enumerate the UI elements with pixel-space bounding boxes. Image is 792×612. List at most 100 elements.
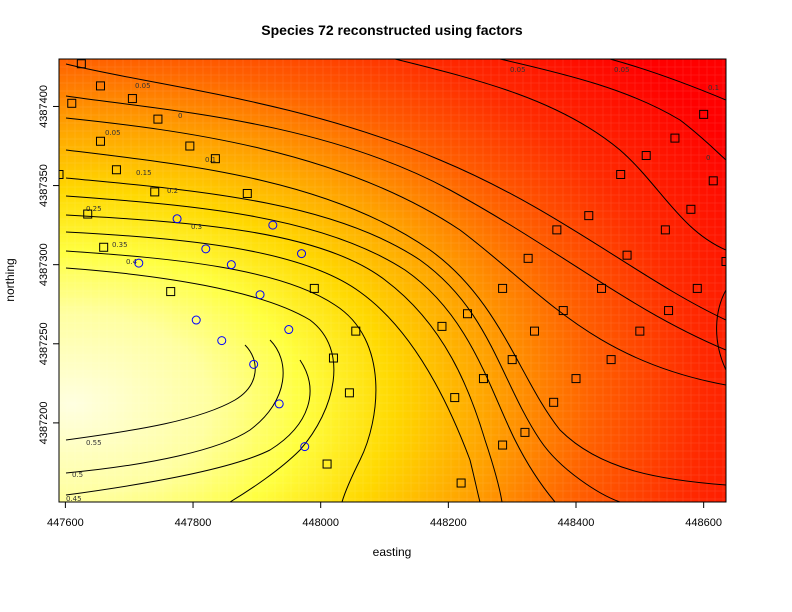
square-point (571, 374, 581, 384)
square-point (478, 374, 488, 384)
square-point (692, 283, 702, 293)
contour-label: 0.5 (72, 471, 83, 479)
square-point (606, 355, 616, 365)
contour-line (65, 344, 256, 441)
circle-point (134, 258, 144, 268)
circle-point (201, 244, 211, 254)
contour-line (65, 231, 481, 502)
y-tick-label: 4387200 (38, 401, 50, 444)
contour-label: 0.1 (205, 156, 216, 164)
circle-point (297, 249, 307, 259)
square-point (549, 397, 559, 407)
square-point (721, 257, 726, 267)
chart-title: Species 72 reconstructed using factors (261, 22, 523, 38)
plot-frame (58, 58, 727, 503)
contour-label: 0 (706, 154, 710, 162)
square-point (437, 321, 447, 331)
y-axis: 4387200 4387250 4387300 4387350 4387400 (38, 85, 59, 444)
square-markers (59, 59, 726, 488)
square-point (185, 141, 195, 151)
square-point (322, 459, 332, 469)
square-point (708, 176, 718, 186)
square-point (622, 250, 632, 260)
contour-line (65, 149, 726, 486)
contour-line (65, 250, 377, 502)
contour-labels: 0.05 0.05 0 0.1 0.15 0.2 0.25 0.3 0.35 0… (66, 66, 719, 503)
contour-line (499, 59, 726, 161)
contour-lines (65, 59, 726, 502)
contour-label: 0.35 (112, 241, 128, 249)
square-point (641, 151, 651, 161)
contour-label: 0.2 (167, 187, 178, 195)
circle-point (284, 325, 294, 335)
square-point (153, 114, 163, 124)
contour-label: 0.05 (614, 66, 630, 74)
square-point (670, 133, 680, 143)
contour-label: 0.45 (66, 495, 82, 503)
square-point (660, 225, 670, 235)
contour-label: 0.05 (105, 129, 121, 137)
square-point (83, 209, 93, 219)
square-point (552, 225, 562, 235)
square-point (242, 188, 252, 198)
square-point (635, 326, 645, 336)
contour-line (65, 339, 284, 474)
heatmap-surface (59, 59, 726, 502)
square-point (76, 59, 86, 69)
square-point (99, 242, 109, 252)
square-point (309, 283, 319, 293)
circle-markers (134, 214, 310, 452)
contour-line (394, 59, 726, 251)
contour-line (65, 195, 556, 502)
contour-line (65, 214, 503, 502)
square-point (498, 283, 508, 293)
square-point (498, 440, 508, 450)
contour-label: 0.1 (708, 84, 719, 92)
contour-label: 0.55 (86, 439, 102, 447)
x-axis-label: easting (373, 545, 412, 559)
circle-point (172, 214, 182, 224)
square-point (111, 165, 121, 175)
x-axis: 447600 447800 448000 448200 448400 448600 (47, 502, 722, 529)
circle-point (255, 290, 265, 300)
square-point (328, 353, 338, 363)
square-point (584, 211, 594, 221)
heatmap-cell-grid (59, 59, 726, 502)
contour-label: 0.3 (191, 223, 202, 231)
square-point (450, 393, 460, 403)
contour-line (65, 359, 311, 496)
y-tick-label: 4387300 (38, 243, 50, 286)
contour-label: 0.15 (136, 169, 152, 177)
x-tick-label: 448200 (430, 517, 467, 529)
square-point (127, 94, 137, 104)
square-point (150, 187, 160, 197)
x-tick-label: 448600 (685, 517, 722, 529)
square-point (507, 355, 517, 365)
contour-label: 0.4 (126, 258, 138, 266)
circle-point (217, 336, 227, 346)
square-point (95, 81, 105, 91)
square-point (558, 306, 568, 316)
x-tick-label: 448400 (558, 517, 595, 529)
contour-line (609, 59, 726, 101)
circle-point (274, 399, 284, 409)
contour-label: 0 (178, 112, 182, 120)
y-tick-label: 4387350 (38, 164, 50, 207)
circle-point (268, 220, 278, 230)
square-point (95, 136, 105, 146)
square-point (530, 326, 540, 336)
x-tick-label: 447800 (175, 517, 212, 529)
square-point (597, 283, 607, 293)
contour-line (65, 63, 726, 321)
contour-label: 0.05 (135, 82, 151, 90)
square-point (520, 427, 530, 437)
square-point (462, 309, 472, 319)
contour-line (65, 177, 621, 502)
circle-point (191, 315, 201, 325)
x-tick-label: 448000 (302, 517, 339, 529)
circle-point (249, 359, 259, 369)
contour-label: 0.25 (86, 205, 102, 213)
square-point (351, 326, 361, 336)
y-tick-label: 4387400 (38, 85, 50, 128)
